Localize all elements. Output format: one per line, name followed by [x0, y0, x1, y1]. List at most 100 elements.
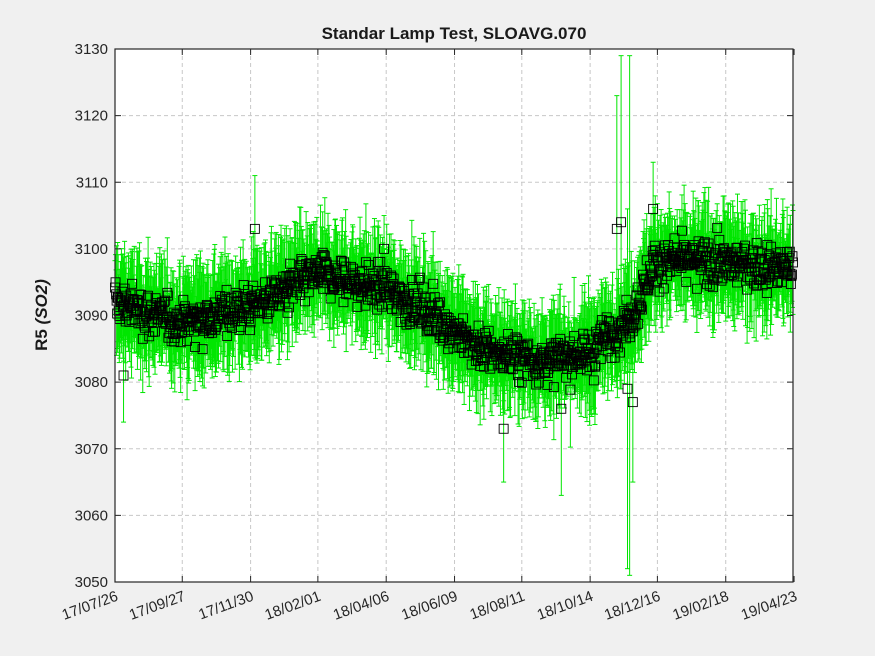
data-point — [386, 270, 396, 281]
data-point — [475, 361, 486, 371]
data-point — [634, 304, 645, 315]
data-point — [331, 266, 341, 277]
data-point — [401, 304, 411, 315]
data-point — [681, 276, 692, 287]
data-point — [669, 233, 680, 244]
data-point — [691, 283, 702, 294]
data-point — [459, 348, 470, 358]
data-point — [146, 317, 157, 327]
data-point — [641, 281, 652, 292]
data-point — [681, 245, 692, 256]
data-point — [645, 271, 656, 282]
data-point — [160, 295, 171, 306]
data-point — [388, 273, 399, 284]
data-point — [617, 330, 628, 341]
data-point — [542, 379, 553, 390]
data-point — [382, 292, 393, 303]
data-point — [636, 301, 647, 312]
data-point — [677, 225, 687, 236]
data-point — [278, 271, 289, 282]
data-point — [210, 324, 221, 335]
data-point — [162, 290, 173, 301]
data-point — [473, 320, 484, 331]
data-point — [448, 342, 459, 353]
data-point — [513, 370, 524, 381]
data-point — [182, 335, 193, 346]
data-point — [555, 333, 566, 344]
data-point — [590, 360, 601, 371]
data-point — [523, 338, 534, 349]
data-point — [581, 365, 592, 376]
data-point — [516, 377, 527, 388]
data-point — [428, 278, 439, 289]
data-point — [480, 327, 490, 338]
data-point — [117, 286, 128, 297]
data-point — [615, 347, 625, 358]
data-point — [280, 297, 291, 308]
data-point — [396, 284, 407, 295]
data-point — [699, 237, 710, 248]
data-point — [467, 335, 478, 346]
data-point — [642, 283, 653, 294]
data-point — [693, 236, 704, 247]
data-point — [243, 310, 254, 321]
data-point — [437, 335, 448, 346]
data-point — [232, 290, 243, 301]
data-point — [665, 266, 676, 277]
data-point — [658, 283, 669, 294]
data-point — [514, 376, 525, 387]
data-point — [567, 369, 577, 380]
data-point — [548, 382, 559, 393]
data-point — [245, 325, 256, 336]
data-point — [220, 296, 231, 307]
data-point — [630, 320, 641, 331]
data-point — [603, 316, 614, 326]
data-point — [137, 333, 148, 344]
data-point — [442, 312, 453, 323]
data-point — [586, 340, 597, 351]
data-point — [341, 288, 352, 299]
data-point — [616, 317, 627, 328]
data-point — [439, 309, 450, 320]
data-point — [273, 300, 284, 311]
data-point — [211, 322, 222, 333]
data-point — [340, 261, 351, 272]
data-point — [127, 278, 138, 289]
data-point — [512, 335, 523, 346]
data-point — [367, 268, 378, 279]
data-point — [651, 277, 662, 288]
data-point — [261, 300, 272, 311]
data-point — [509, 347, 520, 358]
data-point — [483, 325, 494, 336]
data-point — [274, 301, 285, 312]
data-point — [307, 278, 317, 289]
data-point — [133, 295, 143, 306]
data-point — [210, 321, 221, 332]
data-point — [589, 347, 600, 358]
data-point — [631, 290, 642, 301]
data-point — [549, 340, 560, 351]
data-point — [248, 280, 259, 291]
data-point — [589, 361, 600, 372]
data-point — [150, 326, 160, 337]
data-point — [414, 272, 425, 283]
data-point — [531, 379, 542, 390]
data-point — [625, 332, 636, 343]
data-point — [264, 307, 275, 318]
data-point — [318, 250, 329, 261]
data-point — [445, 316, 456, 327]
data-point — [507, 364, 518, 375]
data-point — [434, 300, 445, 311]
data-point — [636, 304, 647, 315]
data-point — [352, 301, 363, 312]
data-point — [136, 289, 147, 300]
data-point — [612, 342, 623, 353]
data-point — [712, 222, 723, 233]
data-point — [595, 354, 606, 365]
data-point — [418, 282, 429, 293]
data-point — [190, 342, 201, 352]
data-point — [415, 318, 426, 329]
data-point — [245, 317, 256, 328]
data-point — [162, 287, 173, 298]
